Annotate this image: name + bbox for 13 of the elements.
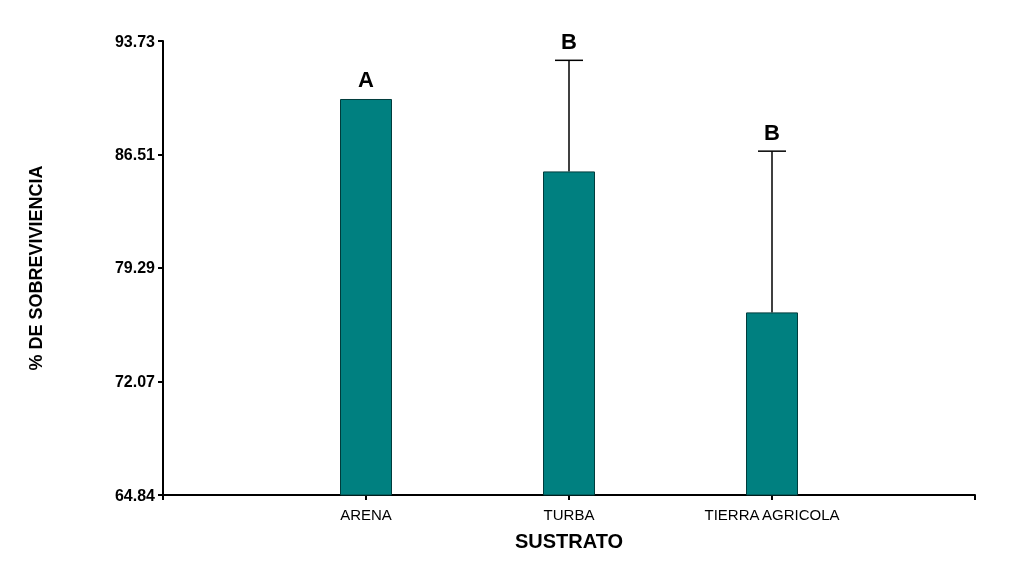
annotation: B — [764, 119, 780, 145]
x-tick-label: ARENA — [340, 506, 392, 523]
annotation: B — [561, 28, 577, 54]
y-tick-label: 79.29 — [114, 259, 156, 277]
x-tick-label: TIERRA AGRICOLA — [704, 506, 840, 523]
y-tick-label: 64.84 — [114, 486, 156, 504]
y-tick-label: 93.73 — [114, 32, 156, 50]
y-tick-label: 86.51 — [114, 145, 156, 163]
x-axis-title: SUSTRATO — [514, 530, 624, 552]
y-axis-title: % DE SOBREVIVIENCIA — [26, 165, 46, 371]
annotation: A — [358, 67, 375, 93]
x-tick-label: TURBA — [543, 506, 595, 523]
y-tick-label: 72.07 — [114, 372, 156, 390]
